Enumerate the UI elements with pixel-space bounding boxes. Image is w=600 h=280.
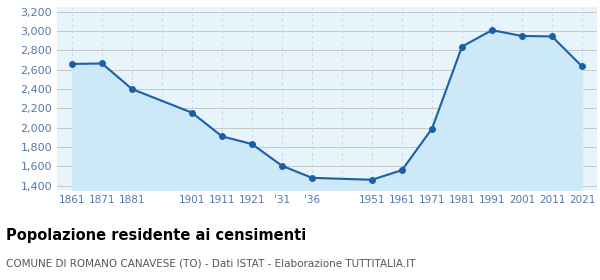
Text: COMUNE DI ROMANO CANAVESE (TO) - Dati ISTAT - Elaborazione TUTTITALIA.IT: COMUNE DI ROMANO CANAVESE (TO) - Dati IS… <box>6 259 415 269</box>
Text: Popolazione residente ai censimenti: Popolazione residente ai censimenti <box>6 228 306 243</box>
